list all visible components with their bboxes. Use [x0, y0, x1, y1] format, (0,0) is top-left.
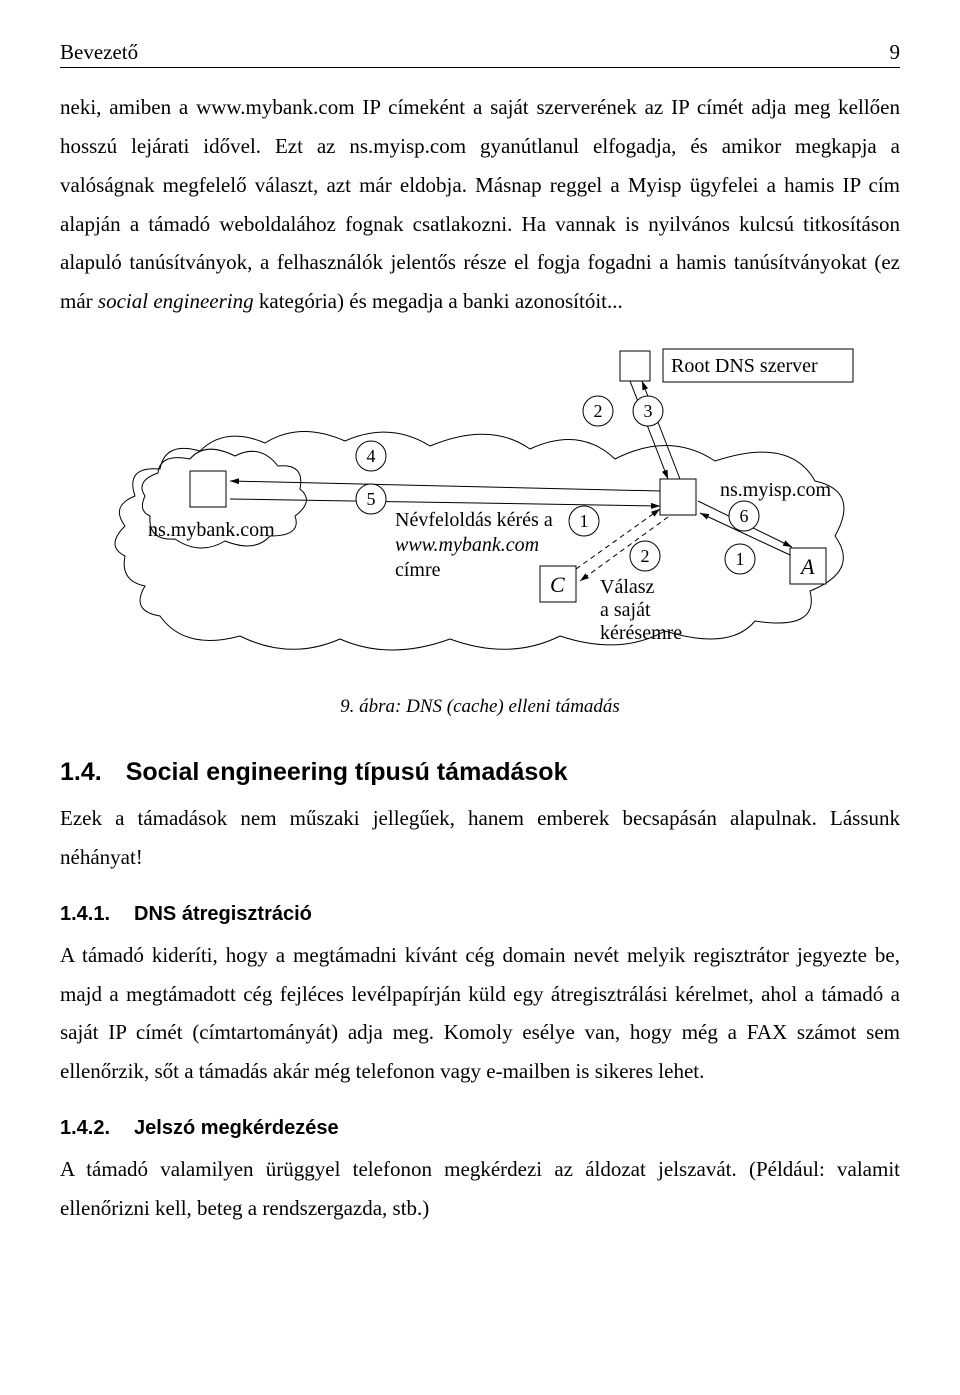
- page-number: 9: [890, 40, 901, 65]
- header-title: Bevezető: [60, 40, 138, 65]
- svg-text:Root DNS szerver: Root DNS szerver: [671, 355, 818, 377]
- section-1-4-1-title: DNS átregisztráció: [134, 903, 312, 925]
- para1-italic: social engineering: [98, 289, 254, 313]
- svg-text:2: 2: [594, 401, 603, 421]
- section-1-4-para: Ezek a támadások nem műszaki jellegűek, …: [60, 799, 900, 877]
- section-1-4-title: Social engineering típusú támadások: [126, 758, 568, 786]
- intro-paragraph: neki, amiben a www.mybank.com IP címekén…: [60, 88, 900, 321]
- page-header: Bevezető 9: [60, 40, 900, 68]
- section-1-4-2-heading: 1.4.2. Jelszó megkérdezése: [60, 1117, 900, 1140]
- svg-text:Válasz: Válasz: [600, 576, 655, 598]
- section-1-4-2-title: Jelszó megkérdezése: [134, 1117, 339, 1139]
- svg-text:Névfeloldás kérés a: Névfeloldás kérés a: [395, 509, 553, 531]
- para1-run1: neki, amiben a www.mybank.com IP címekén…: [60, 95, 900, 313]
- section-1-4-1-para: A támadó kideríti, hogy a megtámadni kív…: [60, 936, 900, 1091]
- section-1-4-2-para: A támadó valamilyen ürüggyel telefonon m…: [60, 1150, 900, 1228]
- svg-text:kérésemre: kérésemre: [600, 622, 682, 644]
- svg-text:a saját: a saját: [600, 599, 651, 621]
- svg-text:www.mybank.com: www.mybank.com: [395, 534, 539, 556]
- svg-text:4: 4: [367, 446, 376, 466]
- svg-text:ns.mybank.com: ns.mybank.com: [148, 519, 275, 541]
- section-1-4-1-num: 1.4.1.: [60, 903, 110, 925]
- dns-diagram-svg: Root DNS szerver ns.mybank.com ns.myisp.co…: [90, 341, 870, 681]
- svg-text:2: 2: [641, 546, 650, 566]
- para1-run2: kategória) és megadja a banki azonosítói…: [254, 289, 623, 313]
- svg-text:címre: címre: [395, 559, 441, 581]
- svg-text:1: 1: [580, 511, 589, 531]
- figure-caption: 9. ábra: DNS (cache) elleni támadás: [60, 696, 900, 718]
- svg-text:6: 6: [740, 506, 749, 526]
- section-1-4-1-heading: 1.4.1. DNS átregisztráció: [60, 903, 900, 926]
- svg-text:C: C: [550, 572, 565, 597]
- svg-text:1: 1: [736, 549, 745, 569]
- section-1-4-num: 1.4.: [60, 758, 102, 786]
- section-1-4-heading: 1.4. Social engineering típusú támadások: [60, 758, 900, 787]
- section-1-4-2-num: 1.4.2.: [60, 1117, 110, 1139]
- svg-text:5: 5: [367, 489, 376, 509]
- svg-text:A: A: [799, 554, 815, 579]
- svg-text:ns.myisp.com: ns.myisp.com: [720, 479, 832, 501]
- figure-9: Root DNS szerver ns.mybank.com ns.myisp.co…: [60, 341, 900, 686]
- svg-text:3: 3: [644, 401, 653, 421]
